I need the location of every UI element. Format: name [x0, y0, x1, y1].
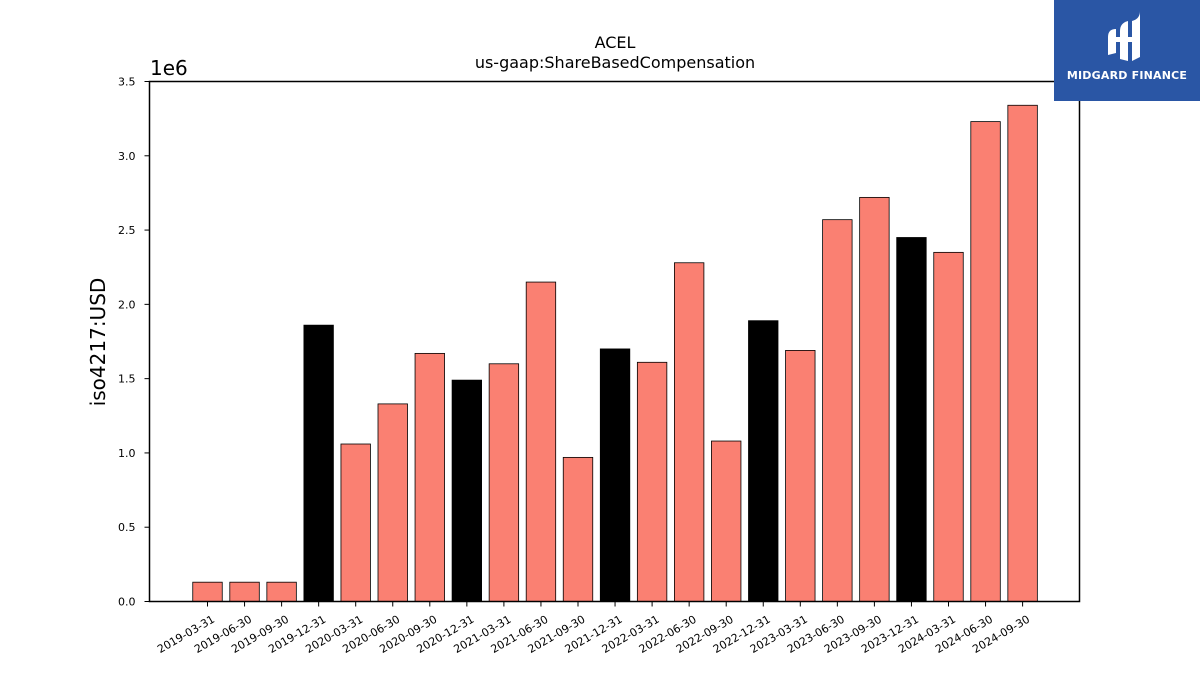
y-tick-label: 3.5: [118, 76, 136, 89]
bar-2019-06-30: [229, 581, 260, 602]
bar-2021-12-31: [599, 348, 631, 602]
y-tick-label: 2.0: [118, 298, 136, 311]
bar-2024-03-31: [933, 251, 964, 602]
bar-2022-06-30: [674, 262, 705, 602]
bar-2021-03-31: [488, 363, 520, 602]
y-axis: 0.0 0.5 1.0 1.5 2.0 2.5 3.0 3.5: [118, 76, 150, 609]
y-offset-label: 1e6: [150, 56, 188, 80]
plot-frame: [148, 80, 1081, 603]
bar-2022-03-31: [636, 361, 668, 602]
bar-2019-12-31: [303, 324, 334, 602]
chart-title: ACEL: [595, 33, 636, 52]
bar-2024-09-30: [1007, 104, 1038, 602]
bar-2020-06-30: [377, 403, 408, 602]
bar-2023-12-31: [896, 237, 927, 602]
bar-2024-06-30: [970, 121, 1001, 602]
bars-group: [192, 104, 1038, 602]
y-tick-label: 1.5: [118, 373, 136, 386]
midgard-logo-icon: [1108, 11, 1140, 61]
y-tick-label: 0.5: [118, 521, 136, 534]
chart-subtitle: us-gaap:ShareBasedCompensation: [475, 53, 755, 72]
x-axis: 2019-03-312019-06-302019-09-302019-12-31…: [155, 601, 1032, 656]
bar-2023-06-30: [822, 219, 853, 602]
bar-2023-03-31: [785, 350, 816, 602]
bar-2020-09-30: [414, 352, 445, 602]
bar-2020-12-31: [451, 379, 483, 602]
y-tick-label: 1.0: [118, 447, 136, 460]
bar-2023-09-30: [859, 196, 890, 602]
y-axis-label: iso4217:USD: [86, 278, 110, 407]
y-tick-label: 3.0: [118, 150, 136, 163]
bar-2022-12-31: [748, 320, 779, 602]
bar-2020-03-31: [340, 443, 371, 602]
y-tick-label: 0.0: [118, 596, 136, 609]
bar-2019-03-31: [192, 581, 223, 602]
bar-2019-09-30: [266, 581, 297, 602]
bar-2022-09-30: [711, 440, 742, 602]
y-tick-label: 2.5: [118, 224, 136, 237]
bar-2021-09-30: [562, 456, 594, 602]
brand-name: MIDGARD FINANCE: [1066, 69, 1188, 82]
brand-logo: MIDGARD FINANCE: [1054, 0, 1200, 101]
bar-2021-06-30: [525, 281, 557, 602]
